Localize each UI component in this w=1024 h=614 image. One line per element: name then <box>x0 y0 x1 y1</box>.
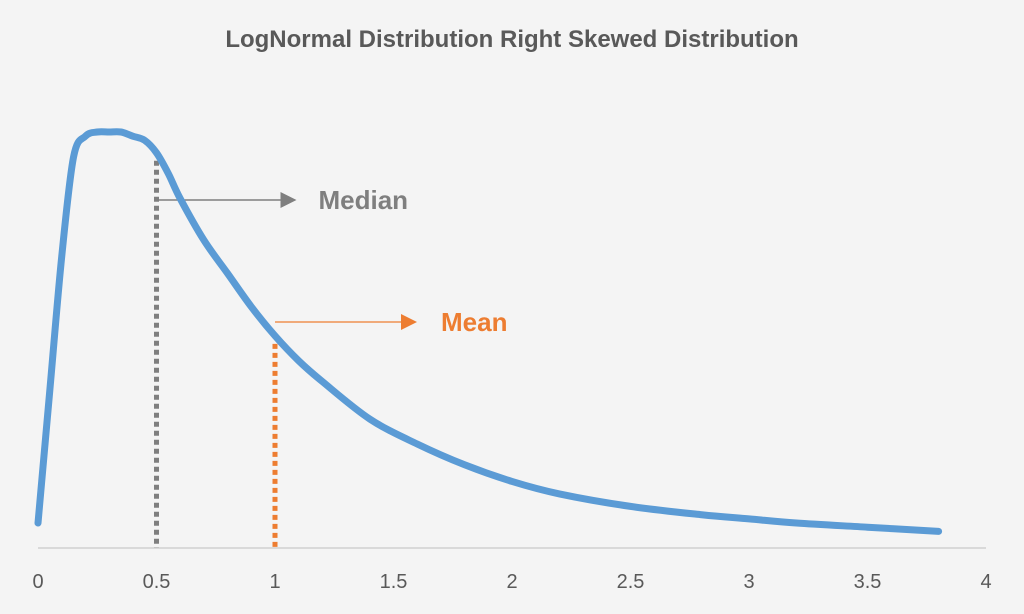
mean-label: Mean <box>441 307 507 337</box>
x-tick-label: 0 <box>32 571 43 593</box>
median-label: Median <box>319 185 409 215</box>
x-tick-label: 3.5 <box>854 571 882 593</box>
x-tick-label: 2 <box>506 571 517 593</box>
x-tick-label: 2.5 <box>617 571 645 593</box>
chart-title: LogNormal Distribution Right Skewed Dist… <box>225 26 799 53</box>
series-line <box>34 128 943 535</box>
median-arrow-head <box>280 192 297 208</box>
x-tick-label: 0.5 <box>143 571 171 593</box>
x-tick-label: 1 <box>269 571 280 593</box>
x-tick-label: 1.5 <box>380 571 408 593</box>
x-tick-label: 4 <box>980 571 991 593</box>
x-tick-label: 3 <box>743 571 754 593</box>
mean-arrow-head <box>401 314 417 330</box>
